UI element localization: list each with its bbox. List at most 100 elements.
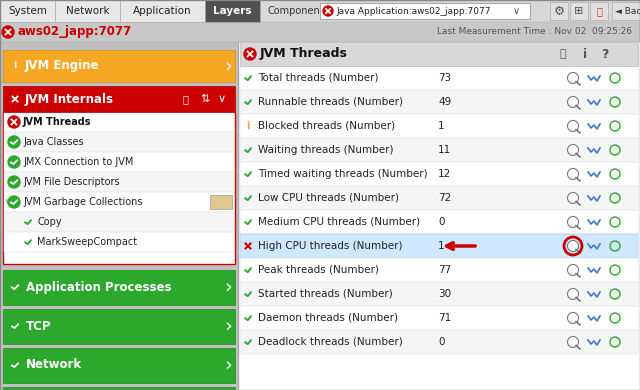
Text: ∨: ∨ — [218, 94, 226, 104]
Text: ⇅: ⇅ — [200, 94, 210, 104]
Text: ∨: ∨ — [513, 6, 520, 16]
Text: JVM Internals: JVM Internals — [25, 92, 114, 106]
Text: Last Measurement Time : Nov 02  09:25:26: Last Measurement Time : Nov 02 09:25:26 — [437, 28, 632, 37]
Bar — [240, 258, 638, 282]
Circle shape — [568, 168, 579, 179]
Text: Application: Application — [133, 6, 192, 16]
Circle shape — [8, 116, 20, 128]
Circle shape — [568, 145, 579, 156]
Text: 🗋: 🗋 — [560, 49, 566, 59]
Text: 71: 71 — [438, 313, 451, 323]
Bar — [240, 138, 638, 162]
Bar — [612, 2, 640, 20]
Text: Started threads (Number): Started threads (Number) — [258, 289, 393, 299]
Text: TCP: TCP — [26, 319, 51, 333]
Text: ›: › — [224, 278, 232, 296]
Circle shape — [323, 6, 333, 16]
Text: Copy: Copy — [37, 217, 61, 227]
Text: ?: ? — [602, 48, 609, 60]
Text: 🔍: 🔍 — [182, 94, 188, 104]
Bar — [3, 309, 235, 344]
Text: Application Processes: Application Processes — [26, 280, 172, 294]
Text: JVM Garbage Collections: JVM Garbage Collections — [23, 197, 143, 207]
Bar — [240, 330, 638, 354]
Text: Layers: Layers — [213, 6, 252, 16]
Text: System: System — [8, 6, 47, 16]
Text: Low CPU threads (Number): Low CPU threads (Number) — [258, 193, 399, 203]
Circle shape — [8, 136, 20, 148]
Text: ◄ Back: ◄ Back — [615, 7, 640, 16]
Bar — [240, 42, 638, 66]
Circle shape — [9, 60, 21, 72]
Bar — [240, 210, 638, 234]
Bar — [205, 0, 260, 22]
Text: 👤: 👤 — [596, 6, 602, 16]
Bar — [4, 112, 234, 132]
Text: JVM Engine: JVM Engine — [25, 60, 99, 73]
Text: JVM Threads: JVM Threads — [260, 48, 348, 60]
Bar — [240, 162, 638, 186]
Text: Java Classes: Java Classes — [23, 137, 84, 147]
Circle shape — [568, 216, 579, 227]
Bar — [3, 348, 235, 383]
Text: aws02_japp:7077: aws02_japp:7077 — [17, 25, 131, 39]
Bar — [3, 86, 235, 112]
Text: 11: 11 — [438, 145, 451, 155]
Circle shape — [2, 26, 14, 38]
Text: 30: 30 — [438, 289, 451, 299]
Circle shape — [9, 320, 21, 332]
Bar — [3, 270, 235, 305]
Circle shape — [9, 281, 21, 293]
Text: Java Application:aws02_japp:7077: Java Application:aws02_japp:7077 — [336, 7, 490, 16]
Bar — [3, 387, 235, 390]
Text: 77: 77 — [438, 265, 451, 275]
Circle shape — [568, 337, 579, 347]
Bar — [4, 152, 234, 172]
Bar — [240, 114, 638, 138]
Bar — [3, 112, 235, 264]
Circle shape — [8, 156, 20, 168]
Text: JVM File Descriptors: JVM File Descriptors — [23, 177, 120, 187]
Bar — [238, 42, 640, 390]
Bar — [590, 2, 608, 20]
Bar — [210, 195, 232, 209]
Bar — [4, 212, 234, 232]
Bar — [4, 192, 234, 212]
Text: Daemon threads (Number): Daemon threads (Number) — [258, 313, 398, 323]
Text: 49: 49 — [438, 97, 451, 107]
Text: i: i — [13, 62, 17, 71]
Circle shape — [9, 359, 21, 371]
Circle shape — [568, 193, 579, 204]
Bar — [240, 234, 638, 258]
Text: JVM Threads: JVM Threads — [23, 117, 92, 127]
Bar — [4, 232, 234, 252]
Circle shape — [568, 312, 579, 323]
Bar — [0, 42, 238, 390]
Text: Peak threads (Number): Peak threads (Number) — [258, 265, 379, 275]
Bar — [4, 132, 234, 152]
Bar — [240, 66, 638, 90]
Text: 0: 0 — [438, 337, 445, 347]
Bar — [0, 0, 640, 22]
Bar — [240, 186, 638, 210]
Circle shape — [568, 289, 579, 300]
Text: Runnable threads (Number): Runnable threads (Number) — [258, 97, 403, 107]
Text: 0: 0 — [438, 217, 445, 227]
Bar — [0, 0, 55, 22]
Bar — [4, 172, 234, 192]
Text: MarkSweepCompact: MarkSweepCompact — [37, 237, 137, 247]
Text: ⊞: ⊞ — [574, 6, 584, 16]
Bar — [3, 50, 235, 82]
Bar — [240, 282, 638, 306]
Text: ›: › — [224, 356, 232, 374]
Circle shape — [244, 48, 256, 60]
Text: 73: 73 — [438, 73, 451, 83]
Text: Waiting threads (Number): Waiting threads (Number) — [258, 145, 394, 155]
Circle shape — [8, 196, 20, 208]
Bar — [240, 306, 638, 330]
Bar — [55, 0, 120, 22]
Circle shape — [568, 264, 579, 275]
Text: 12: 12 — [438, 169, 451, 179]
Text: Blocked threads (Number): Blocked threads (Number) — [258, 121, 395, 131]
Circle shape — [568, 121, 579, 131]
